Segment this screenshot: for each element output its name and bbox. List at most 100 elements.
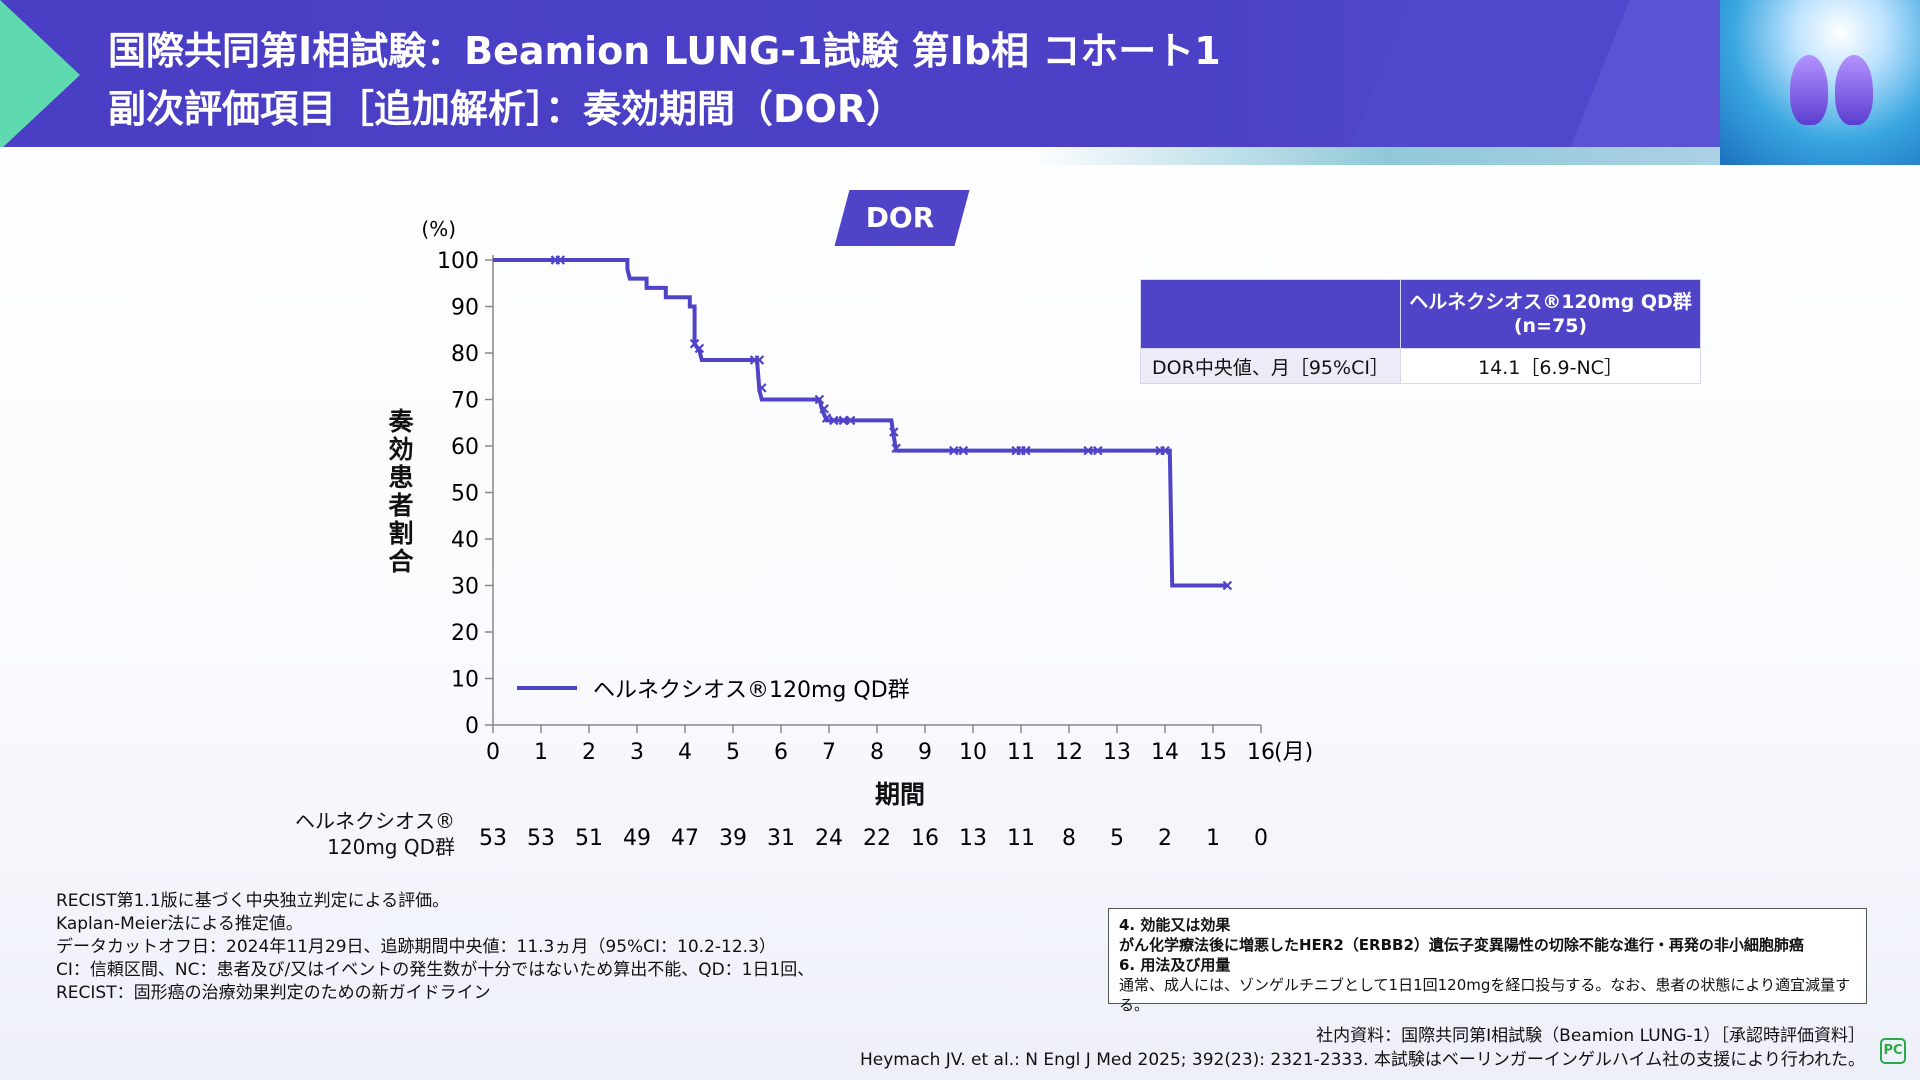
km-curve [493, 258, 1228, 588]
indication-box: 4. 効能又は効果 がん化学療法後に増悪したHER2（ERBB2）遺伝子変異陽性… [1108, 908, 1867, 1014]
decor-strip [1030, 147, 1920, 165]
at-risk-label-1: ヘルネクシオス® [295, 809, 455, 833]
censor-mark [1160, 445, 1170, 456]
arrow-decor [0, 0, 80, 147]
y-unit: (%) [421, 217, 456, 241]
reference: Heymach JV. et al.: N Engl J Med 2025; 3… [859, 1050, 1865, 1070]
x-axis-label: 期間 [874, 780, 925, 809]
reference: 社内資料：国際共同第I相試験（Beamion LUNG-1）［承認時評価資料］ [1316, 1026, 1865, 1046]
censor-mark [754, 355, 765, 365]
x-tick-label: 0 [486, 740, 500, 765]
at-risk-value: 2 [1158, 826, 1172, 851]
at-risk-value: 49 [623, 826, 651, 851]
at-risk-value: 24 [815, 826, 843, 851]
at-risk-label: ヘルネクシオス® 120mg QD群 [250, 808, 455, 860]
x-tick-label: 14 [1151, 740, 1179, 765]
x-tick-label: 7 [822, 740, 836, 765]
censor-mark [821, 413, 832, 423]
lung-image [1720, 0, 1920, 165]
at-risk-value: 1 [1206, 826, 1220, 851]
censor-mark [757, 383, 767, 393]
header-banner: 国際共同第I相試験：Beamion LUNG-1試験 第Ib相 コホート1 副次… [0, 0, 1920, 147]
censor-mark [889, 427, 899, 437]
x-unit: (月) [1274, 740, 1313, 765]
censor-mark [814, 394, 825, 405]
at-risk-value: 22 [863, 826, 891, 851]
y-tick-label: 0 [465, 714, 479, 739]
row-value: 14.1［6.9-NC］ [1400, 348, 1701, 384]
censor-mark [891, 443, 901, 454]
pc-logo: PC [1880, 1038, 1906, 1064]
x-tick-label: 1 [534, 740, 548, 765]
at-risk-value: 8 [1062, 826, 1076, 851]
at-risk-value: 16 [911, 826, 939, 851]
at-risk-value: 47 [671, 826, 699, 851]
x-tick-label: 9 [918, 740, 932, 765]
footnote: CI：信頼区間、NC：患者及び/又はイベントの発生数が十分ではないため算出不能、… [56, 960, 815, 980]
footnote: RECIST：固形癌の治療効果判定のための新ガイドライン [56, 983, 491, 1003]
x-tick-label: 6 [774, 740, 788, 765]
references: 社内資料：国際共同第I相試験（Beamion LUNG-1）［承認時評価資料］ … [860, 1024, 1865, 1072]
censor-mark [958, 445, 969, 456]
at-risk-value: 31 [767, 826, 795, 851]
footnote: RECIST第1.1版に基づく中央独立判定による評価。 [56, 891, 450, 911]
x-tick-label: 16 [1247, 740, 1275, 765]
censor-mark [819, 404, 829, 414]
y-tick-label: 70 [451, 389, 479, 414]
indication-text: がん化学療法後に増悪したHER2（ERBB2）遺伝子変異陽性の切除不能な進行・再… [1119, 936, 1804, 954]
table-header: ヘルネクシオス®120mg QD群 (n=75) [1400, 279, 1701, 349]
x-tick-label: 8 [870, 740, 884, 765]
x-tick-label: 3 [630, 740, 644, 765]
censor-mark [1083, 445, 1093, 456]
censor-mark [838, 415, 849, 426]
x-tick-label: 11 [1007, 740, 1035, 765]
title-line1: 国際共同第I相試験：Beamion LUNG-1試験 第Ib相 コホート1 [108, 29, 1221, 73]
at-risk-value: 5 [1110, 826, 1124, 851]
at-risk-value: 53 [479, 826, 507, 851]
x-tick-label: 12 [1055, 740, 1083, 765]
y-tick-label: 50 [451, 482, 479, 507]
footnote: データカットオフ日：2024年11月29日、追跡期間中央値：11.3ヵ月（95%… [56, 937, 776, 957]
x-tick-label: 2 [582, 740, 596, 765]
table-header-group: ヘルネクシオス®120mg QD群 [1409, 291, 1692, 313]
censor-mark [694, 343, 705, 354]
y-tick-label: 20 [451, 621, 479, 646]
table-corner [1140, 279, 1401, 349]
at-risk-value: 39 [719, 826, 747, 851]
x-tick-label: 5 [726, 740, 740, 765]
lung-icon [1835, 55, 1873, 125]
censor-mark [555, 255, 565, 265]
censor-mark [829, 415, 839, 426]
footnotes: RECIST第1.1版に基づく中央独立判定による評価。 Kaplan-Meier… [56, 890, 814, 1005]
table-header-n: (n=75) [1513, 315, 1588, 337]
censor-mark [949, 445, 959, 456]
at-risk-value: 51 [575, 826, 603, 851]
x-tick-label: 13 [1103, 740, 1131, 765]
censor-mark [845, 415, 856, 426]
censor-mark [1093, 445, 1103, 456]
dor-badge: DOR [865, 201, 935, 234]
x-tick-label: 15 [1199, 740, 1227, 765]
y-tick-label: 100 [437, 249, 479, 274]
footnote: Kaplan-Meier法による推定値。 [56, 914, 303, 934]
legend-label: ヘルネクシオス®120mg QD群 [593, 678, 910, 703]
dosage-heading: 6. 用法及び用量 [1119, 956, 1231, 974]
page-title: 副次評価項目［追加解析］：奏効期間（DOR） [108, 87, 905, 131]
y-tick-label: 80 [451, 342, 479, 367]
at-risk-label-2: 120mg QD群 [327, 835, 455, 859]
y-tick-label: 10 [451, 668, 479, 693]
y-tick-label: 40 [451, 528, 479, 553]
y-tick-label: 30 [451, 575, 479, 600]
indication-heading: 4. 効能又は効果 [1119, 916, 1231, 934]
at-risk-value: 53 [527, 826, 555, 851]
lung-icon [1790, 55, 1828, 125]
y-tick-label: 90 [451, 296, 479, 321]
at-risk-value: 13 [959, 826, 987, 851]
y-tick-label: 60 [451, 435, 479, 460]
censor-mark [1222, 580, 1233, 591]
censor-mark [1021, 445, 1031, 456]
row-label: DOR中央値、月［95%CI］ [1140, 348, 1401, 384]
x-tick-label: 4 [678, 740, 692, 765]
dosage-text: 通常、成人には、ゾンゲルチニブとして1日1回120mgを経口投与する。なお、患者… [1119, 976, 1851, 1014]
